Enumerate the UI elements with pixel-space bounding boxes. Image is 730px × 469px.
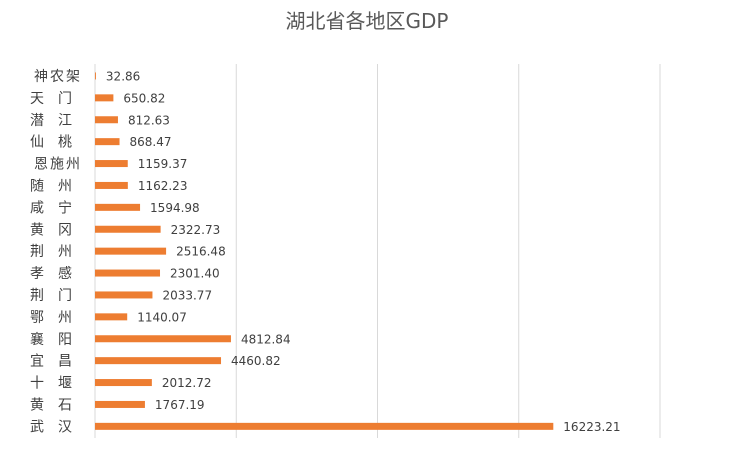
category-label: 黄石 [30, 396, 86, 413]
bar [95, 291, 153, 299]
category-label: 十堰 [30, 376, 86, 392]
category-label: 潜江 [30, 113, 86, 129]
bars [95, 72, 554, 430]
category-label: 神农架 [34, 69, 82, 85]
bar [95, 160, 128, 168]
bar [95, 400, 145, 408]
gridlines [94, 64, 661, 438]
category-label: 荆门 [30, 288, 86, 304]
value-label: 650.82 [123, 91, 165, 105]
value-label: 1140.07 [137, 310, 187, 324]
value-label: 1162.23 [138, 179, 188, 193]
bar [95, 116, 118, 124]
value-label: 812.63 [128, 113, 170, 127]
value-label: 4460.82 [231, 354, 281, 368]
bar [95, 313, 128, 321]
category-label: 咸宁 [30, 199, 86, 216]
chart-title: 湖北省各地区GDP [286, 9, 449, 33]
category-label: 仙桃 [30, 135, 86, 151]
bar [95, 138, 120, 146]
value-label: 4812.84 [241, 332, 291, 346]
bar [95, 247, 167, 255]
bar [95, 269, 161, 277]
category-label: 鄂州 [30, 310, 86, 326]
category-label: 荆州 [30, 244, 86, 260]
value-label: 16223.21 [563, 420, 620, 434]
bar [95, 422, 554, 430]
bar [95, 225, 161, 233]
bar [95, 72, 96, 80]
category-label: 孝感 [30, 265, 86, 282]
value-labels: 32.86 650.82 812.63 868.47 1159.37 1162.23 159… [106, 69, 621, 433]
value-label: 2516.48 [176, 245, 226, 259]
category-label: 黄冈 [30, 221, 86, 238]
category-label: 武汉 [30, 419, 86, 435]
value-label: 2033.77 [162, 288, 212, 302]
value-label: 1767.19 [155, 398, 205, 412]
bar [95, 357, 222, 365]
category-label: 随州 [30, 178, 86, 194]
value-label: 2322.73 [171, 223, 221, 237]
category-label: 恩施州 [34, 157, 82, 173]
value-label: 868.47 [130, 135, 172, 149]
value-label: 32.86 [106, 69, 140, 83]
value-label: 2301.40 [170, 267, 220, 281]
value-label: 1594.98 [150, 201, 200, 215]
category-label: 天门 [30, 91, 86, 107]
value-label: 1159.37 [138, 157, 188, 171]
bar [95, 379, 152, 387]
value-label: 2012.72 [162, 376, 212, 390]
bar [95, 94, 114, 102]
bar [95, 335, 231, 343]
category-label: 襄阳 [30, 332, 86, 348]
category-label: 宜昌 [30, 354, 86, 370]
bar [95, 203, 141, 211]
bar [95, 181, 128, 189]
